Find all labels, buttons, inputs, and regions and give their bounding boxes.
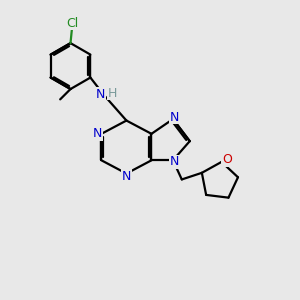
Text: N: N (96, 88, 106, 100)
Text: N: N (122, 170, 131, 183)
Text: H: H (108, 87, 117, 100)
Text: N: N (170, 111, 179, 124)
Text: O: O (222, 153, 232, 166)
Text: N: N (170, 155, 179, 168)
Text: N: N (93, 127, 103, 140)
Text: Cl: Cl (66, 16, 79, 30)
